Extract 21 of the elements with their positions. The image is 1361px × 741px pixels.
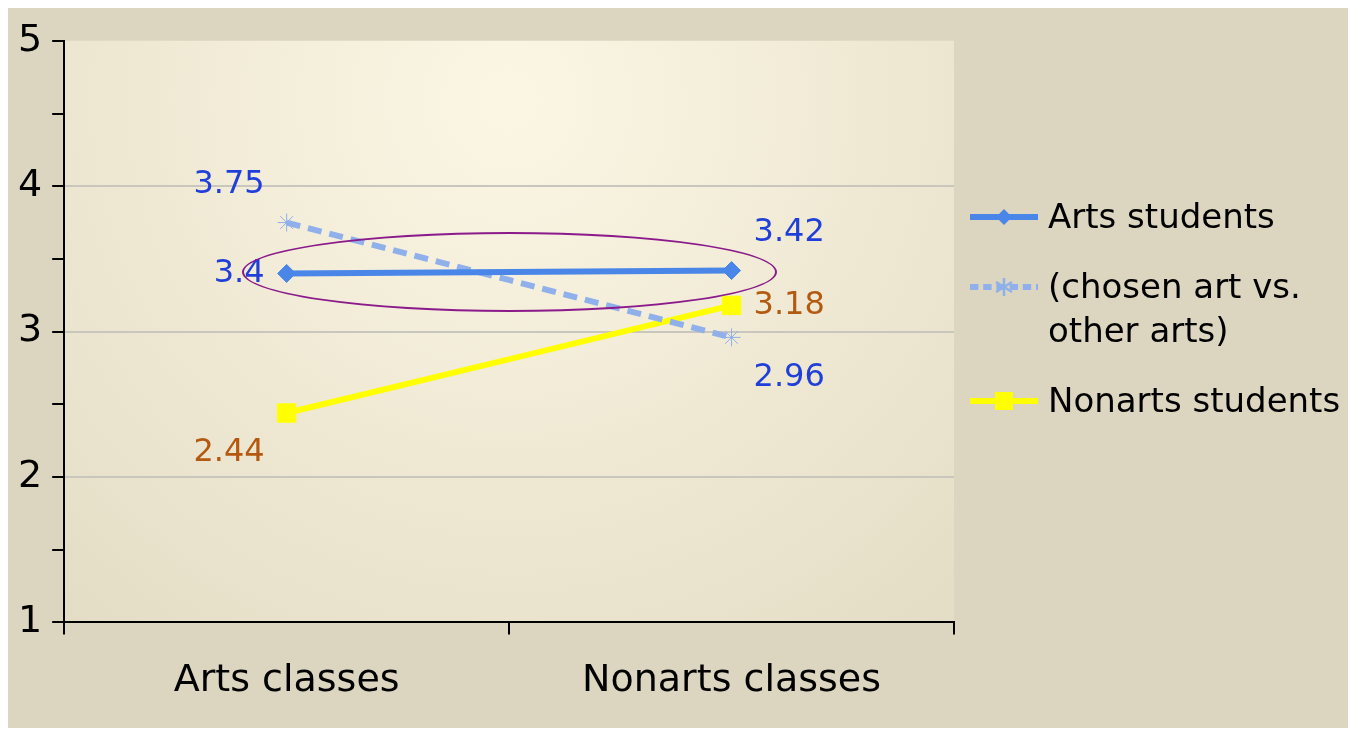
point	[721, 295, 742, 316]
point	[277, 213, 297, 233]
data-label: 2.44	[193, 431, 265, 470]
point	[722, 327, 742, 347]
point	[277, 263, 297, 283]
legend-label: Nonarts students	[1048, 379, 1341, 422]
y-tick-label: 3	[17, 306, 43, 351]
y-tick-label: 4	[17, 161, 43, 206]
legend-label: (chosen art vs. other arts)	[1048, 265, 1302, 352]
point	[722, 261, 742, 281]
data-label: 2.96	[753, 355, 825, 394]
data-label: 3.18	[753, 283, 825, 322]
x-tick-label: Nonarts classes	[582, 656, 882, 701]
y-tick-label: 5	[17, 15, 43, 60]
x-tick-label: Arts classes	[173, 656, 400, 701]
y-tick-label: 1	[17, 597, 43, 642]
y-tick-label: 2	[17, 451, 43, 496]
data-label: 3.75	[193, 162, 265, 201]
legend-label: Arts students	[1048, 195, 1275, 238]
point	[276, 403, 297, 423]
data-label: 3.42	[753, 210, 825, 249]
